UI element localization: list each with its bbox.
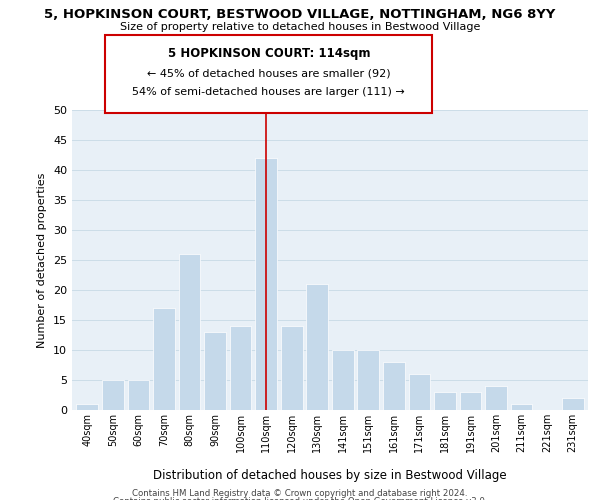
Text: Distribution of detached houses by size in Bestwood Village: Distribution of detached houses by size … xyxy=(153,470,507,482)
Text: 5 HOPKINSON COURT: 114sqm: 5 HOPKINSON COURT: 114sqm xyxy=(167,48,370,60)
Bar xyxy=(255,158,277,410)
Bar xyxy=(332,350,353,410)
Bar xyxy=(153,308,175,410)
Text: Contains HM Land Registry data © Crown copyright and database right 2024.: Contains HM Land Registry data © Crown c… xyxy=(132,489,468,498)
Bar xyxy=(76,404,98,410)
Bar xyxy=(281,326,302,410)
Text: Contains public sector information licensed under the Open Government Licence v3: Contains public sector information licen… xyxy=(113,496,487,500)
Bar xyxy=(230,326,251,410)
Bar xyxy=(179,254,200,410)
Bar xyxy=(128,380,149,410)
Text: 54% of semi-detached houses are larger (111) →: 54% of semi-detached houses are larger (… xyxy=(133,88,405,98)
Bar xyxy=(562,398,584,410)
Bar xyxy=(485,386,507,410)
Bar xyxy=(358,350,379,410)
Text: 5, HOPKINSON COURT, BESTWOOD VILLAGE, NOTTINGHAM, NG6 8YY: 5, HOPKINSON COURT, BESTWOOD VILLAGE, NO… xyxy=(44,8,556,20)
Text: ← 45% of detached houses are smaller (92): ← 45% of detached houses are smaller (92… xyxy=(147,69,391,79)
Text: Size of property relative to detached houses in Bestwood Village: Size of property relative to detached ho… xyxy=(120,22,480,32)
Bar xyxy=(511,404,532,410)
Bar xyxy=(434,392,456,410)
Bar xyxy=(102,380,124,410)
Y-axis label: Number of detached properties: Number of detached properties xyxy=(37,172,47,348)
Bar xyxy=(204,332,226,410)
Bar xyxy=(383,362,405,410)
Bar xyxy=(307,284,328,410)
Bar xyxy=(460,392,481,410)
Bar xyxy=(409,374,430,410)
